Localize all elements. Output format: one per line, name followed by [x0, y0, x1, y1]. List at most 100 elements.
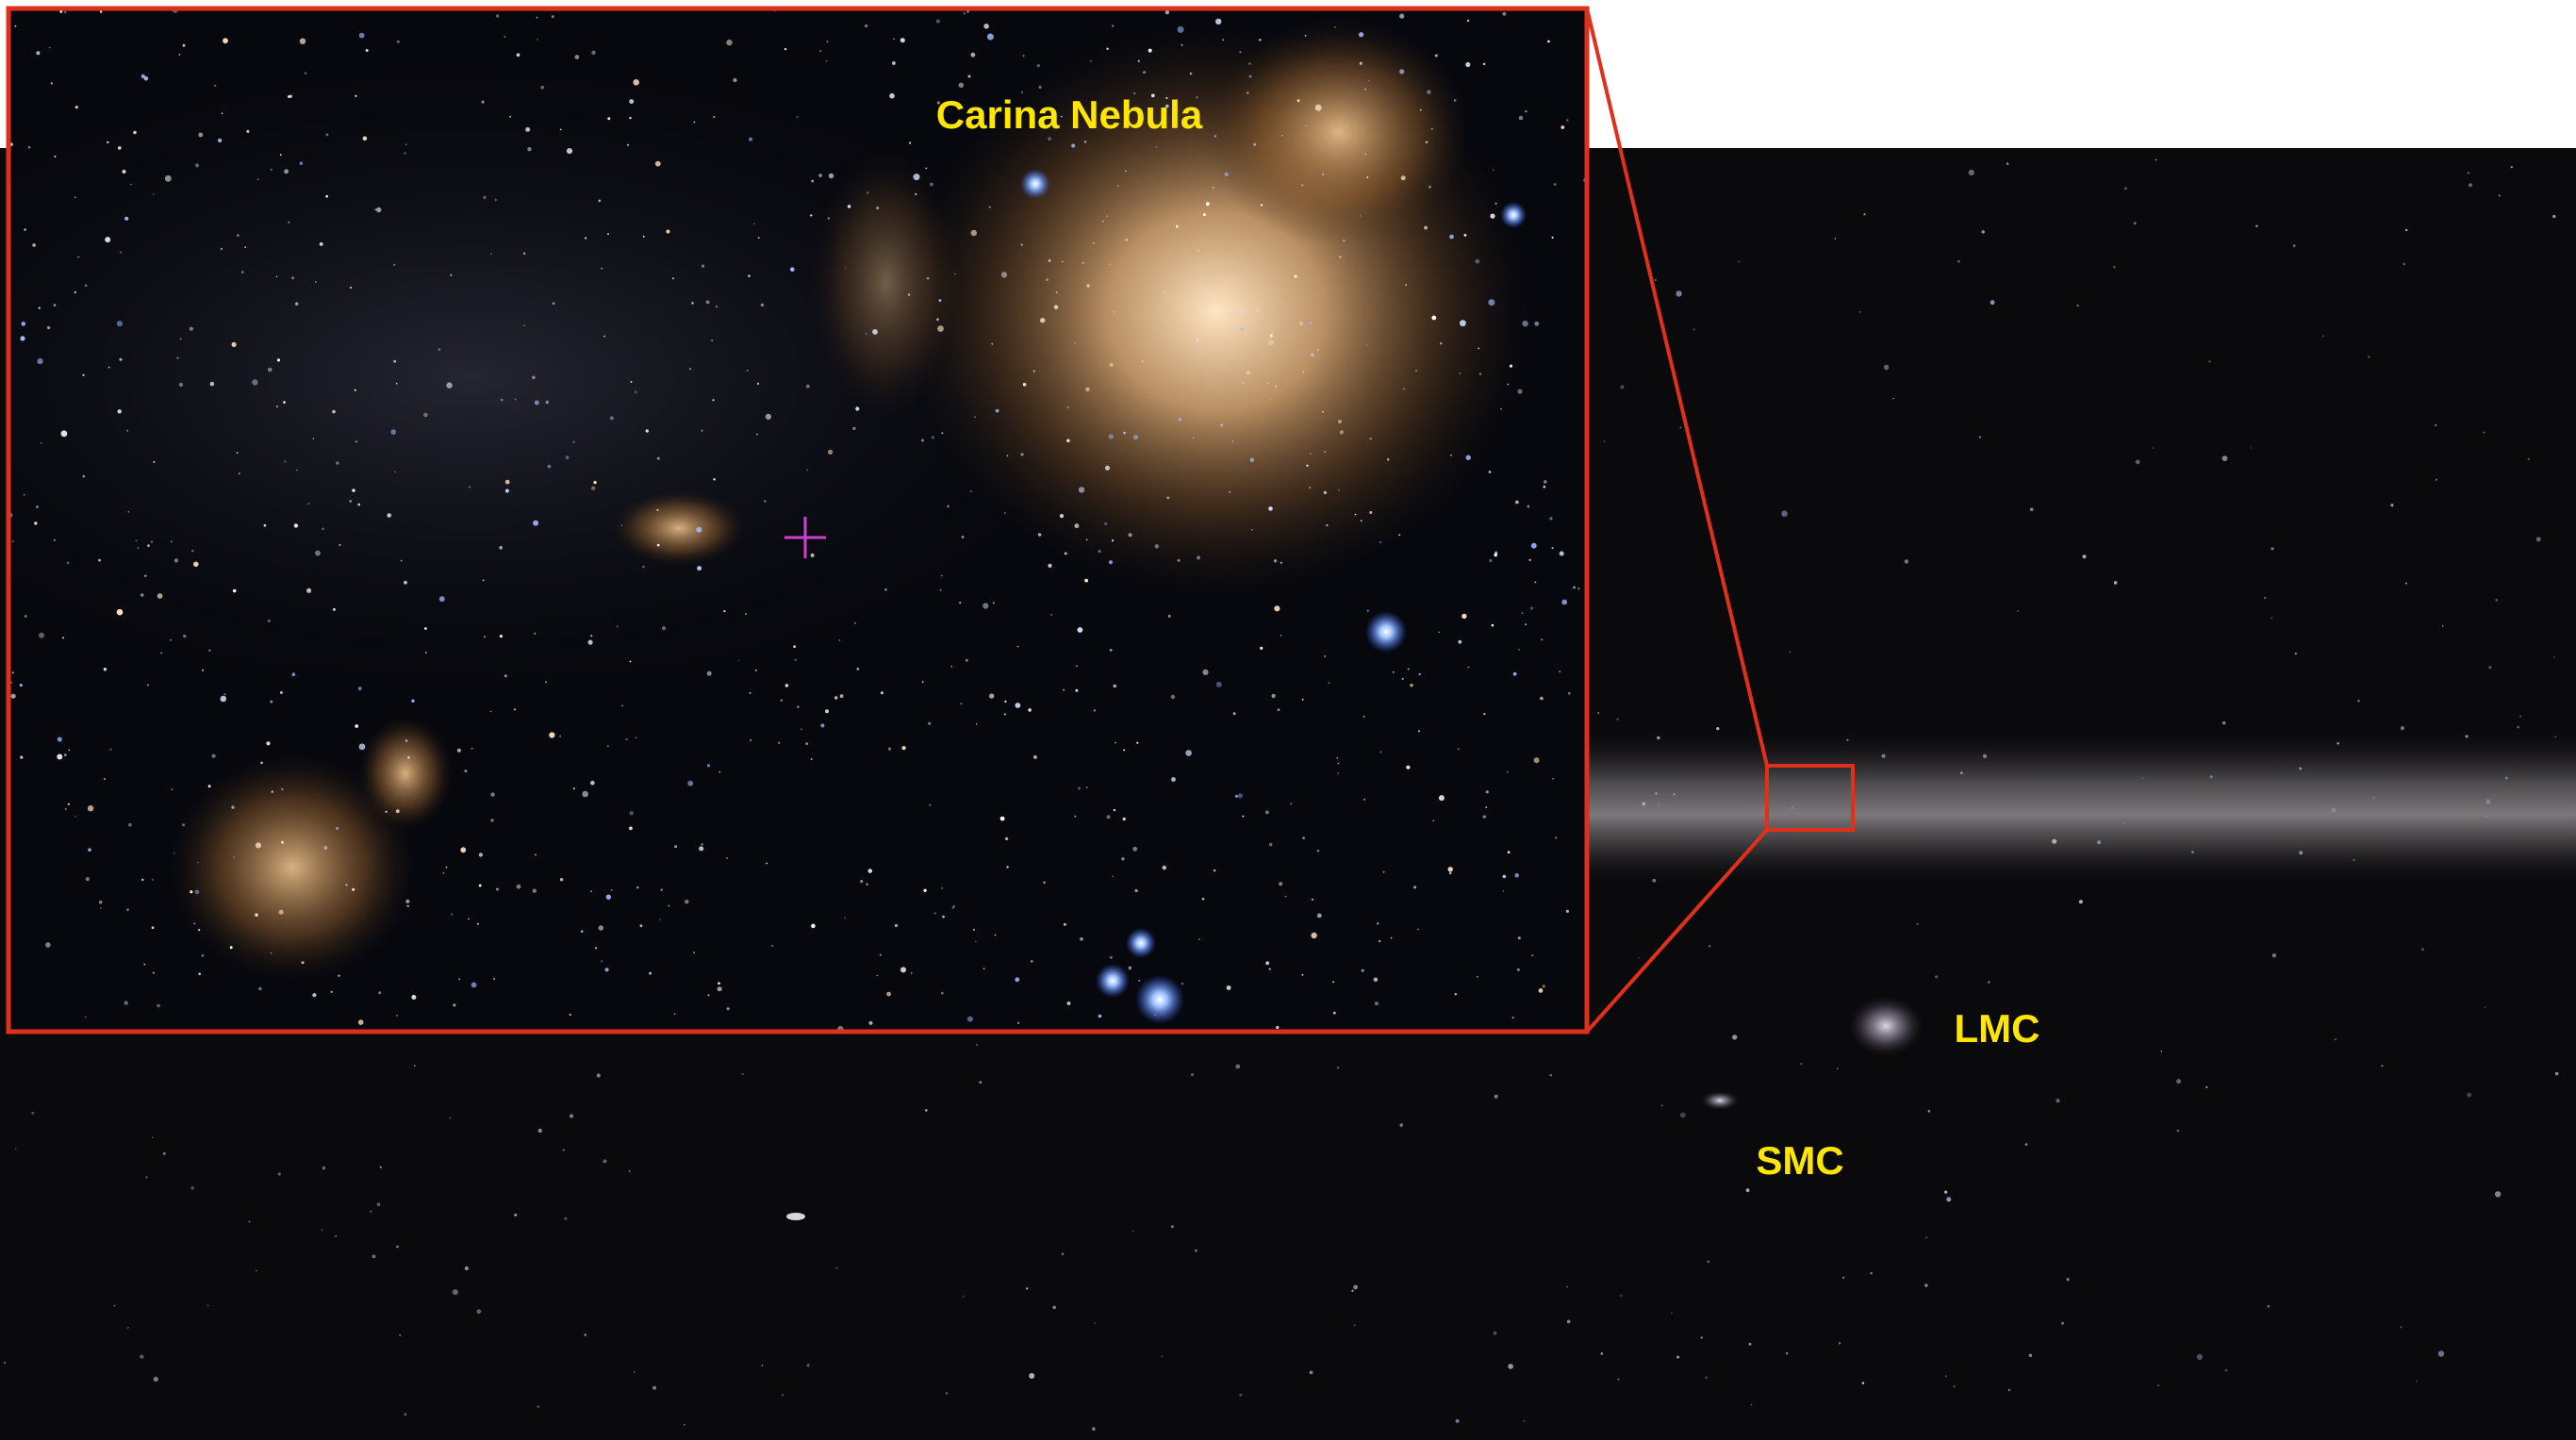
star — [954, 273, 956, 275]
star — [552, 302, 555, 306]
star — [1109, 263, 1112, 266]
star — [1485, 806, 1488, 808]
star — [1178, 418, 1182, 422]
star — [1502, 890, 1505, 892]
star — [1196, 96, 1198, 99]
star — [182, 823, 186, 827]
star — [1450, 454, 1452, 456]
star — [1248, 62, 1251, 65]
star — [749, 137, 753, 141]
star — [176, 356, 179, 359]
star — [1274, 605, 1280, 612]
star — [413, 1065, 416, 1068]
star — [1863, 213, 1866, 216]
star — [1060, 115, 1063, 118]
star — [59, 10, 63, 13]
star — [835, 1266, 838, 1269]
star — [278, 909, 284, 915]
star — [2056, 1099, 2060, 1103]
star — [1202, 669, 1209, 676]
star — [232, 588, 237, 593]
star — [453, 1003, 456, 1007]
star — [1215, 18, 1222, 25]
star — [1050, 614, 1052, 616]
star — [726, 857, 728, 859]
star — [991, 342, 993, 345]
star — [405, 899, 410, 903]
star — [1220, 423, 1224, 427]
star — [1083, 141, 1087, 143]
star — [1538, 988, 1544, 993]
smc-label: SMC — [1756, 1138, 1843, 1183]
star — [387, 513, 392, 518]
star — [988, 206, 991, 208]
star — [304, 72, 307, 74]
star — [244, 246, 247, 249]
star — [764, 500, 767, 503]
star — [1475, 258, 1480, 264]
star — [1541, 638, 1544, 641]
star — [452, 1289, 458, 1296]
star — [2400, 726, 2404, 731]
star — [1052, 1305, 1056, 1310]
star — [50, 82, 53, 85]
star — [1597, 712, 1600, 714]
inset-frame — [6, 6, 1590, 1034]
star — [970, 490, 972, 492]
star — [818, 174, 822, 177]
star — [1092, 1427, 1096, 1431]
star — [299, 161, 304, 165]
star — [2465, 735, 2469, 738]
star — [756, 433, 758, 436]
star — [1488, 471, 1492, 473]
star — [379, 1166, 382, 1169]
star — [1449, 234, 1454, 240]
star — [1078, 786, 1081, 790]
star — [179, 338, 182, 340]
star — [438, 596, 445, 603]
star — [1957, 260, 1960, 263]
star — [393, 263, 396, 266]
star — [246, 129, 250, 133]
star — [1311, 932, 1317, 939]
star — [1514, 873, 1519, 878]
star — [1405, 284, 1407, 286]
star — [1946, 1197, 1952, 1202]
star — [781, 1394, 784, 1397]
star — [920, 439, 925, 442]
star — [1455, 1418, 1460, 1423]
star — [85, 877, 90, 882]
star — [325, 194, 328, 198]
star — [1125, 239, 1128, 241]
star — [1982, 753, 1988, 759]
star — [1883, 364, 1890, 371]
star — [1197, 249, 1200, 252]
star — [126, 429, 129, 432]
star — [1531, 954, 1534, 957]
star — [1403, 388, 1405, 390]
star — [263, 523, 267, 527]
star — [683, 1423, 685, 1426]
star — [1176, 224, 1179, 228]
star — [1507, 851, 1511, 853]
star — [252, 379, 258, 386]
star — [1324, 655, 1327, 657]
star — [1280, 561, 1282, 564]
star — [1516, 968, 1520, 971]
star — [2484, 1006, 2486, 1009]
star — [1707, 1260, 1710, 1264]
star — [1114, 311, 1115, 313]
star — [276, 358, 281, 362]
star — [198, 972, 201, 976]
star — [2485, 799, 2491, 804]
star — [1306, 464, 1309, 467]
star — [2400, 1326, 2403, 1329]
star — [173, 558, 178, 563]
star — [189, 326, 193, 331]
star — [352, 887, 355, 891]
star — [945, 1392, 949, 1395]
nebula-glow — [358, 717, 453, 830]
star — [2267, 1305, 2271, 1308]
star — [1453, 99, 1457, 102]
star — [1465, 455, 1471, 460]
